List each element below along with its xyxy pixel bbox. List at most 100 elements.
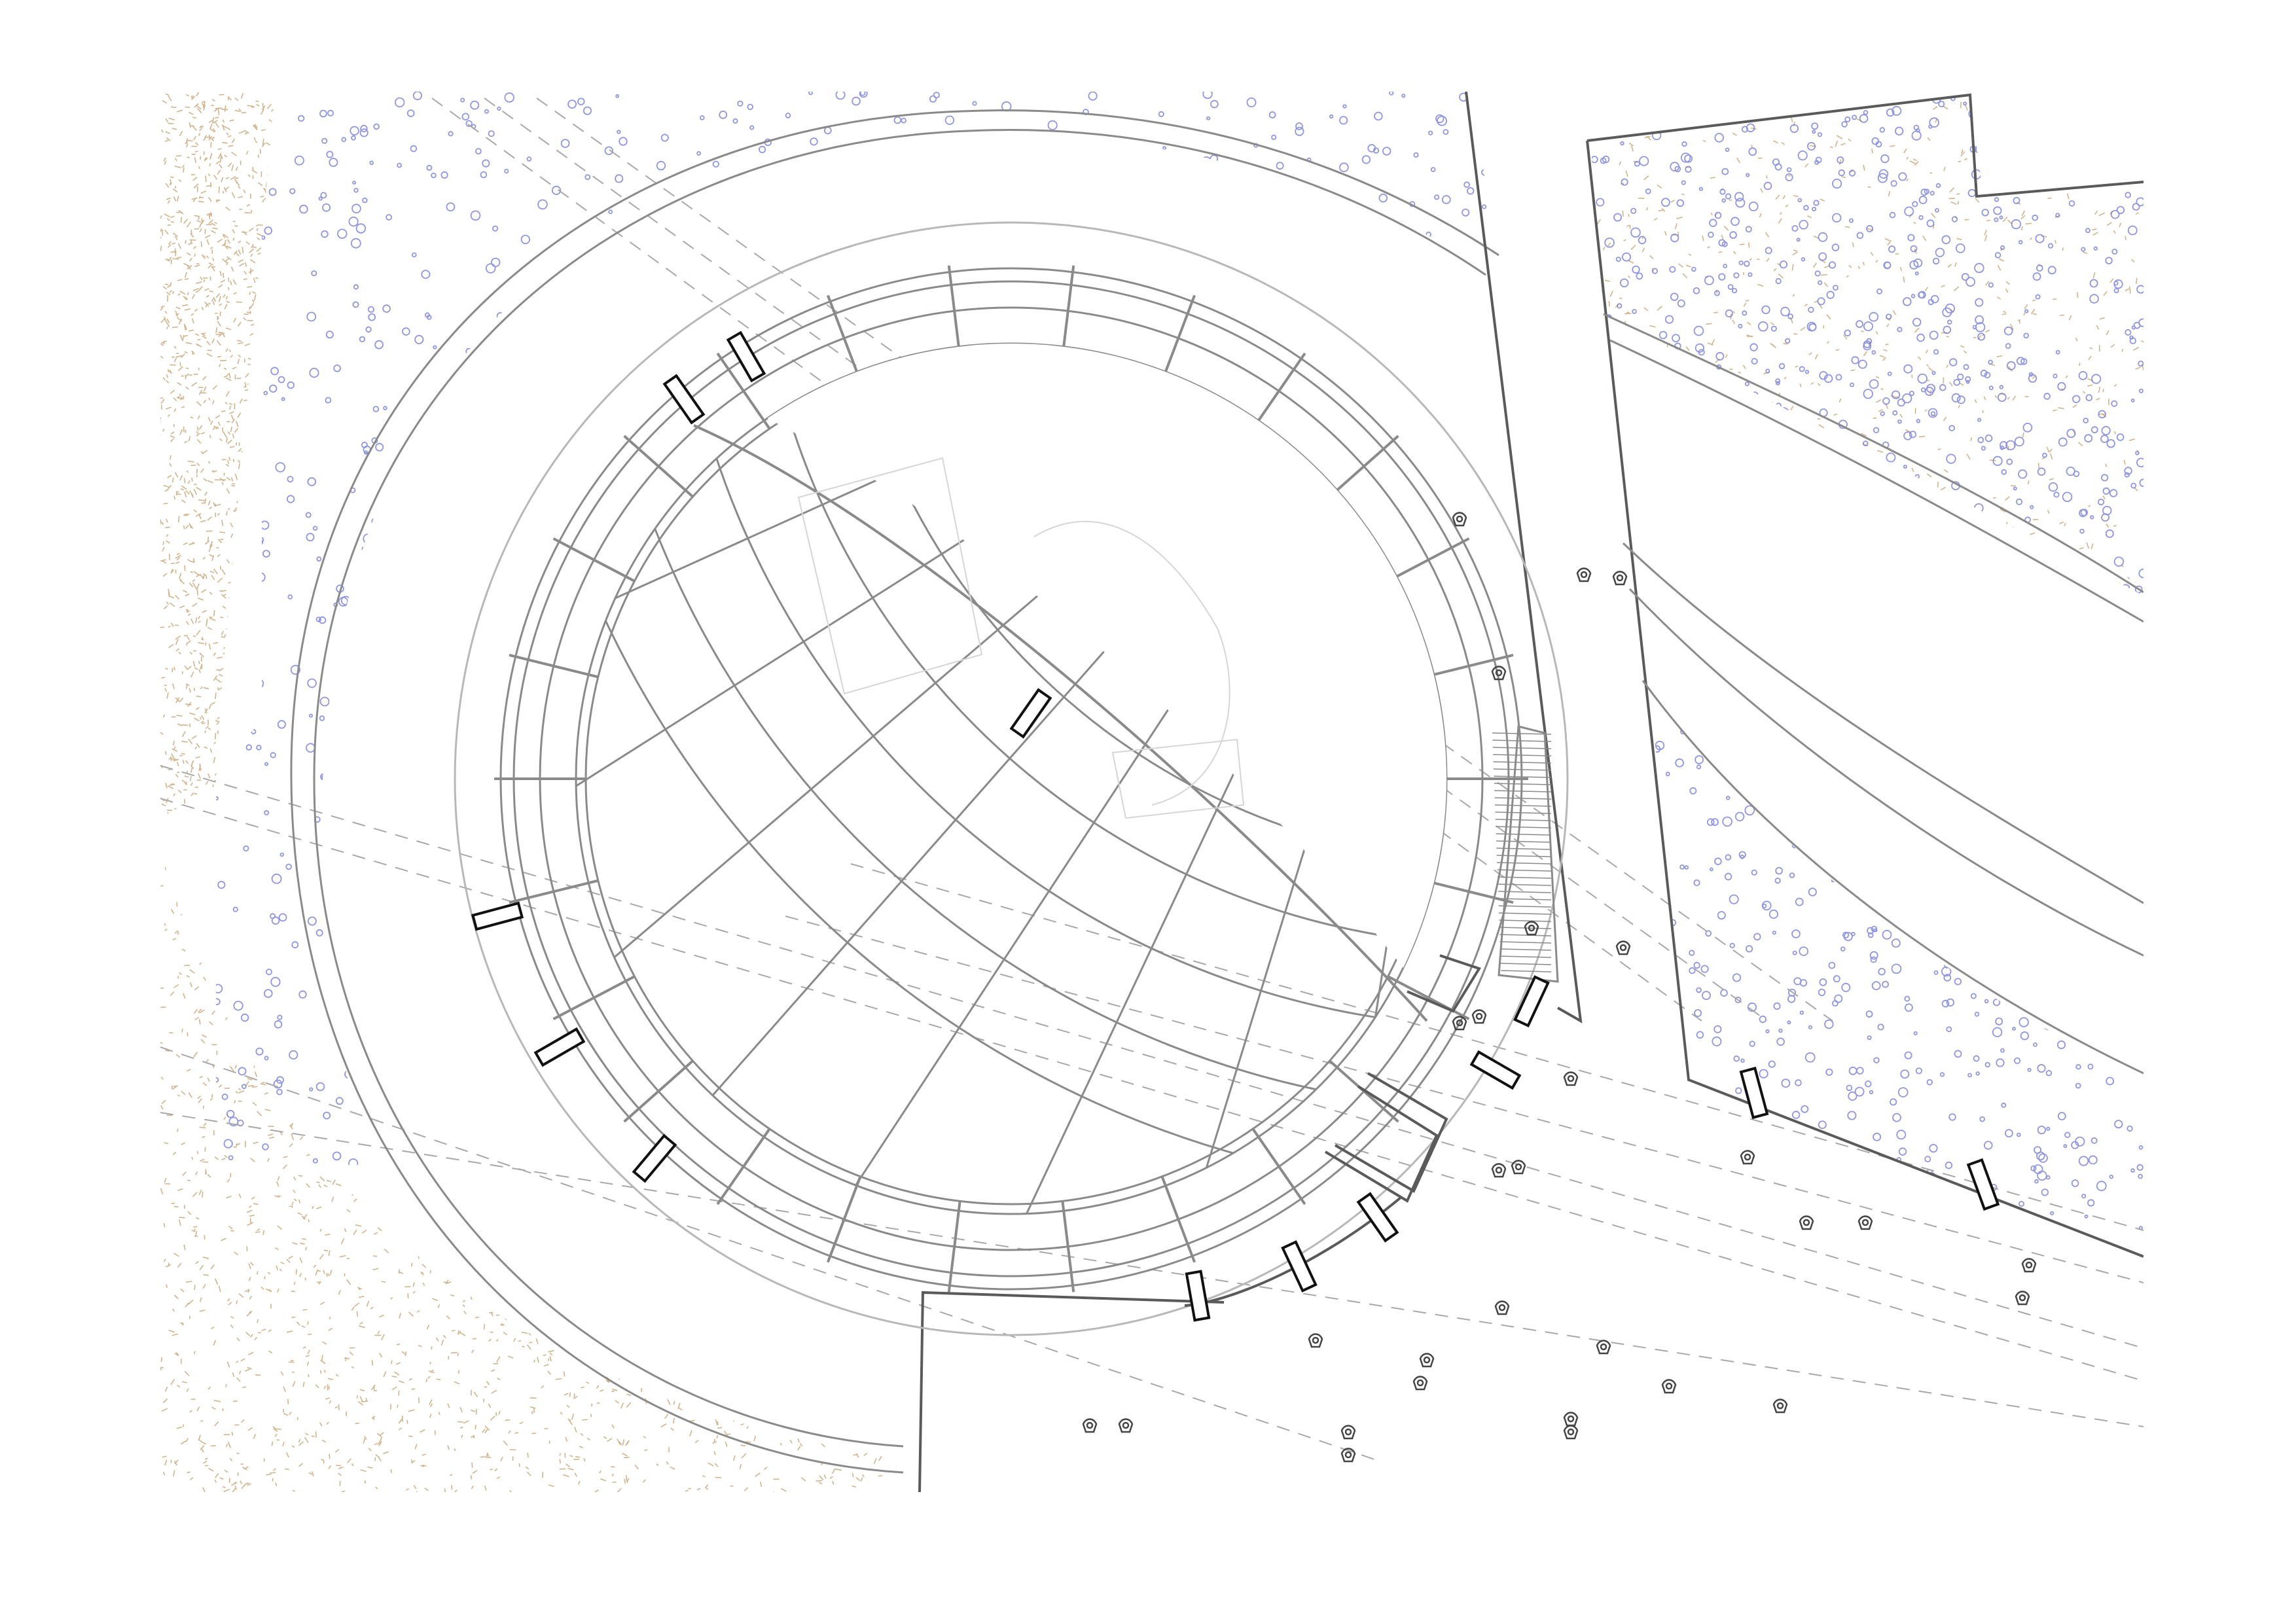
gravel-mark — [459, 1406, 463, 1413]
gravel-mark — [198, 615, 201, 620]
gravel-mark — [207, 461, 211, 464]
gravel-mark — [354, 1302, 360, 1308]
plant-dot — [367, 306, 375, 313]
gravel-mark — [164, 213, 170, 217]
gravel-mark — [286, 1330, 293, 1333]
gravel-mark — [378, 1456, 382, 1462]
gravel-mark — [236, 421, 239, 427]
gravel-mark — [391, 1376, 397, 1378]
gravel-mark — [253, 137, 256, 141]
gravel-mark — [208, 134, 211, 138]
gravel-mark — [247, 312, 251, 313]
gravel-mark — [1950, 201, 1957, 205]
gravel-mark — [184, 665, 188, 670]
gravel-mark — [228, 456, 231, 461]
gravel-mark — [519, 1421, 524, 1425]
plant-dot — [318, 196, 323, 201]
gravel-mark — [527, 1344, 531, 1350]
gravel-mark — [311, 1435, 315, 1438]
gravel-mark — [207, 264, 212, 269]
gravel-mark — [173, 346, 177, 349]
gravel-mark — [204, 541, 210, 545]
gravel-mark — [513, 1338, 516, 1342]
gravel-mark — [184, 776, 189, 778]
gravel-mark — [1628, 260, 1634, 264]
gravel-mark — [228, 349, 232, 353]
gravel-mark — [175, 306, 181, 310]
gravel-mark — [1628, 213, 1630, 217]
gravel-mark — [196, 343, 199, 347]
gravel-mark — [213, 1340, 217, 1346]
gravel-mark — [376, 1433, 382, 1438]
gravel-mark — [186, 470, 189, 473]
gravel-mark — [211, 575, 215, 580]
gravel-mark — [219, 590, 223, 593]
gravel-mark — [163, 316, 167, 323]
gravel-mark — [203, 687, 209, 690]
gravel-mark — [422, 1282, 425, 1286]
gravel-mark — [495, 1339, 499, 1342]
gravel-mark — [277, 1225, 283, 1230]
gravel-mark — [229, 446, 235, 448]
gravel-mark — [198, 620, 201, 623]
gravel-mark — [226, 300, 230, 304]
gravel-mark — [292, 1381, 296, 1387]
gravel-mark — [2068, 315, 2072, 321]
gravel-mark — [190, 416, 194, 419]
gravel-mark — [1835, 140, 1839, 147]
gravel-mark — [370, 1306, 374, 1310]
gravel-mark — [606, 1438, 613, 1442]
gravel-mark — [185, 240, 187, 244]
gravel-mark — [230, 1482, 238, 1486]
gravel-mark — [234, 109, 240, 113]
gravel-mark — [178, 651, 181, 655]
gravel-mark — [170, 259, 172, 264]
gravel-mark — [202, 376, 207, 381]
gravel-mark — [177, 366, 183, 372]
gravel-mark — [216, 340, 221, 346]
gravel-mark — [202, 254, 206, 260]
gravel-mark — [438, 1412, 440, 1416]
gravel-mark — [299, 1272, 302, 1277]
gravel-mark — [296, 1417, 299, 1420]
gravel-mark — [800, 1476, 806, 1482]
gravel-mark — [203, 1122, 207, 1127]
gravel-mark — [821, 1442, 825, 1448]
gravel-mark — [454, 1448, 456, 1452]
plant-dot — [326, 151, 334, 158]
gravel-mark — [221, 459, 226, 461]
gravel-mark — [298, 1463, 303, 1467]
gravel-mark — [188, 1299, 194, 1305]
gravel-mark — [188, 122, 191, 128]
gravel-mark — [206, 781, 209, 785]
gravel-mark — [334, 1449, 340, 1453]
gravel-mark — [227, 1441, 232, 1448]
gravel-mark — [305, 1355, 310, 1357]
gravel-mark — [289, 1412, 292, 1416]
gravel-mark — [185, 490, 190, 495]
gravel-mark — [234, 1251, 239, 1256]
gravel-mark — [193, 509, 197, 513]
gravel-mark — [726, 1433, 731, 1435]
gravel-mark — [168, 644, 174, 649]
gravel-mark — [190, 465, 196, 467]
gravel-mark — [1670, 200, 1675, 203]
gravel-mark — [171, 1086, 177, 1090]
gravel-mark — [179, 474, 183, 481]
gravel-mark — [529, 1397, 537, 1399]
gravel-mark — [1685, 264, 1691, 268]
gravel-mark — [338, 1490, 346, 1492]
gravel-mark — [213, 568, 219, 575]
gravel-mark — [177, 772, 180, 774]
gravel-mark — [268, 118, 272, 122]
gravel-mark — [282, 1408, 284, 1412]
plant-dot — [482, 159, 490, 168]
gravel-mark — [2022, 432, 2024, 438]
gravel-mark — [366, 1300, 370, 1307]
gravel-mark — [1958, 404, 1960, 408]
gravel-mark — [260, 109, 264, 115]
gravel-mark — [2049, 453, 2053, 460]
gravel-mark — [358, 1295, 365, 1298]
gravel-mark — [1807, 215, 1812, 219]
gravel-mark — [1946, 336, 1949, 338]
